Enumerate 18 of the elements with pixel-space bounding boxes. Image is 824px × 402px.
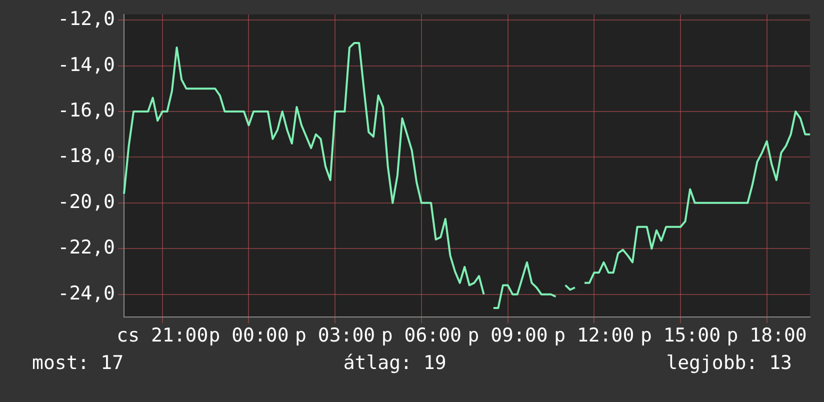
x-tick-label: cs 21:00 [116,324,208,347]
y-tick-label: -24,0 [58,282,115,304]
x-tick-label: p 09:00 [468,324,548,347]
y-tick-label: -22,0 [58,236,115,259]
y-tick-label: -16,0 [58,99,115,122]
y-tick-label: -12,0 [58,8,115,30]
y-tick-label: -14,0 [58,54,115,76]
x-tick-label: p 00:00 [208,324,289,347]
text: átlag: 19 [343,352,446,374]
text: most: 17 [32,352,124,374]
x-tick-label: p 18:00 [726,324,807,347]
y-tick-label: -18,0 [58,145,115,168]
text: legjobb: 13 [666,352,792,374]
x-tick-label: p 03:00 [295,324,376,347]
x-tick-label: p 12:00 [554,324,634,347]
x-tick-label: p 15:00 [640,324,721,347]
x-tick-label: p 06:00 [381,324,462,347]
y-tick-label: -20,0 [58,190,115,213]
